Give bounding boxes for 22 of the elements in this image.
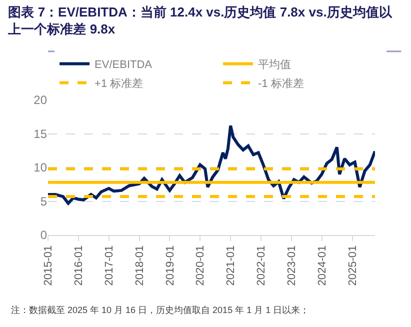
y-tick-label: 10: [34, 160, 48, 175]
chart-title: 图表 7：EV/EBITDA：当前 12.4x vs.历史均值 7.8x vs.历史均值以上一个标准差 9.8x: [7, 4, 393, 36]
y-tick-label: 0: [40, 228, 48, 242]
x-tick-label: 2020-01: [194, 245, 207, 286]
x-tick-label: 2019-01: [164, 245, 176, 286]
x-tick-label: 2016-01: [72, 245, 85, 286]
x-tick-label: 2024-01: [316, 245, 328, 286]
y-tick-label: 20: [34, 93, 48, 108]
x-tick-label: 2018-01: [134, 245, 146, 286]
x-tick-label: 2021-01: [225, 245, 238, 286]
legend-label: -1 标准差: [258, 77, 304, 90]
x-tick-label: 2022-01: [256, 245, 268, 286]
x-tick-label: 2015-01: [42, 245, 55, 286]
x-tick-label: 2023-01: [286, 245, 298, 286]
legend-label: 平均值: [258, 59, 292, 72]
y-tick-label: 15: [34, 126, 48, 141]
y-tick-label: 5: [40, 194, 48, 208]
legend-label: EV/EBITDA: [94, 59, 153, 72]
x-tick-label: 2017-01: [103, 245, 116, 286]
text: 注：数据截至 2025 年 10 月 16 日，历史均值取自 2015 年 1 月 1 日以来；: [11, 305, 310, 315]
legend-label: +1 标准差: [94, 77, 144, 90]
x-tick-label: 2025-01: [346, 245, 359, 286]
